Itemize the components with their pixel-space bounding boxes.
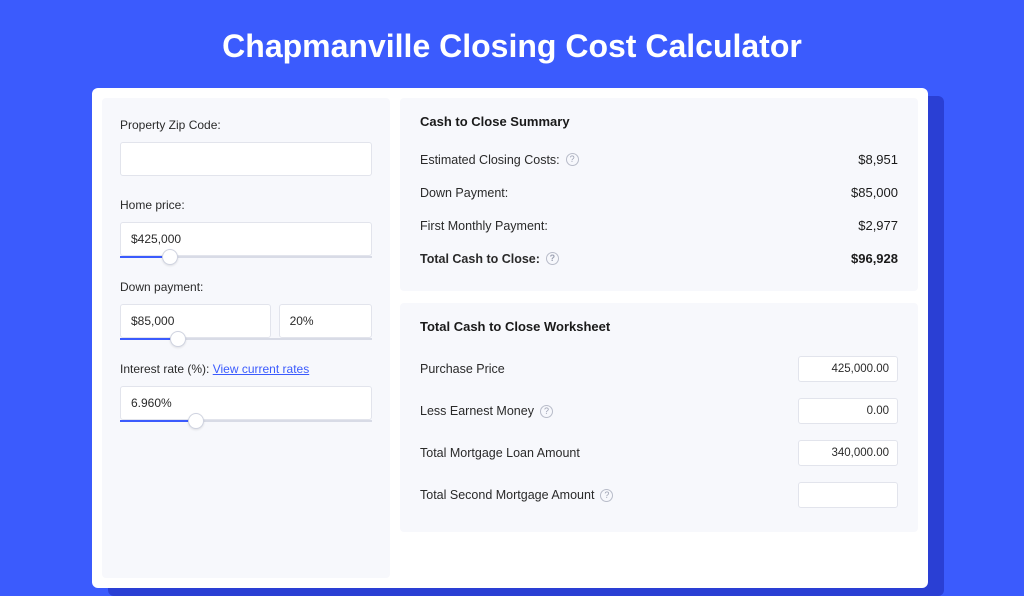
page-title: Chapmanville Closing Cost Calculator (0, 0, 1024, 89)
worksheet-label: Less Earnest Money ? (420, 404, 553, 418)
summary-panel: Cash to Close Summary Estimated Closing … (400, 98, 918, 291)
interest-rate-slider[interactable] (120, 420, 372, 422)
worksheet-label-text: Total Second Mortgage Amount (420, 488, 594, 502)
zip-input[interactable] (120, 142, 372, 176)
summary-row: First Monthly Payment: $2,977 (420, 209, 898, 242)
summary-label-text: First Monthly Payment: (420, 219, 548, 233)
summary-label: Total Cash to Close: ? (420, 252, 559, 266)
worksheet-label-text: Less Earnest Money (420, 404, 534, 418)
mortgage-amount-input[interactable] (798, 440, 898, 466)
down-payment-input[interactable] (120, 304, 271, 338)
slider-thumb[interactable] (188, 413, 204, 429)
earnest-money-input[interactable] (798, 398, 898, 424)
slider-thumb[interactable] (162, 249, 178, 265)
home-price-label: Home price: (120, 198, 372, 212)
zip-label: Property Zip Code: (120, 118, 372, 132)
down-payment-slider[interactable] (120, 338, 372, 340)
help-icon[interactable]: ? (540, 405, 553, 418)
summary-label-text: Estimated Closing Costs: (420, 153, 560, 167)
summary-title: Cash to Close Summary (420, 114, 898, 129)
summary-label: First Monthly Payment: (420, 219, 548, 233)
zip-field-block: Property Zip Code: (120, 118, 372, 176)
interest-rate-label-text: Interest rate (%): (120, 362, 209, 376)
interest-rate-input[interactable] (120, 386, 372, 420)
view-rates-link[interactable]: View current rates (213, 362, 310, 376)
summary-label-text: Total Cash to Close: (420, 252, 540, 266)
purchase-price-input[interactable] (798, 356, 898, 382)
down-payment-label: Down payment: (120, 280, 372, 294)
worksheet-label: Total Mortgage Loan Amount (420, 446, 580, 460)
down-payment-field-block: Down payment: (120, 280, 372, 340)
summary-value: $96,928 (851, 251, 898, 266)
help-icon[interactable]: ? (546, 252, 559, 265)
second-mortgage-input[interactable] (798, 482, 898, 508)
inputs-panel: Property Zip Code: Home price: Down paym… (102, 98, 390, 578)
summary-label: Down Payment: (420, 186, 508, 200)
help-icon[interactable]: ? (566, 153, 579, 166)
home-price-slider[interactable] (120, 256, 372, 258)
results-panel: Cash to Close Summary Estimated Closing … (400, 98, 918, 578)
worksheet-row: Purchase Price (420, 348, 898, 390)
worksheet-label-text: Purchase Price (420, 362, 505, 376)
worksheet-label: Purchase Price (420, 362, 505, 376)
worksheet-row: Less Earnest Money ? (420, 390, 898, 432)
summary-value: $2,977 (858, 218, 898, 233)
summary-value: $85,000 (851, 185, 898, 200)
summary-label-text: Down Payment: (420, 186, 508, 200)
worksheet-row: Total Second Mortgage Amount ? (420, 474, 898, 516)
worksheet-label: Total Second Mortgage Amount ? (420, 488, 613, 502)
interest-rate-field-block: Interest rate (%): View current rates (120, 362, 372, 422)
help-icon[interactable]: ? (600, 489, 613, 502)
worksheet-row: Total Mortgage Loan Amount (420, 432, 898, 474)
home-price-field-block: Home price: (120, 198, 372, 258)
summary-row: Estimated Closing Costs: ? $8,951 (420, 143, 898, 176)
worksheet-panel: Total Cash to Close Worksheet Purchase P… (400, 303, 918, 532)
summary-value: $8,951 (858, 152, 898, 167)
worksheet-label-text: Total Mortgage Loan Amount (420, 446, 580, 460)
slider-thumb[interactable] (170, 331, 186, 347)
down-payment-pct-input[interactable] (279, 304, 372, 338)
worksheet-title: Total Cash to Close Worksheet (420, 319, 898, 334)
interest-rate-label: Interest rate (%): View current rates (120, 362, 372, 376)
summary-label: Estimated Closing Costs: ? (420, 153, 579, 167)
summary-row: Down Payment: $85,000 (420, 176, 898, 209)
home-price-input[interactable] (120, 222, 372, 256)
summary-row-total: Total Cash to Close: ? $96,928 (420, 242, 898, 275)
calculator-card: Property Zip Code: Home price: Down paym… (92, 88, 928, 588)
slider-fill (120, 420, 196, 422)
